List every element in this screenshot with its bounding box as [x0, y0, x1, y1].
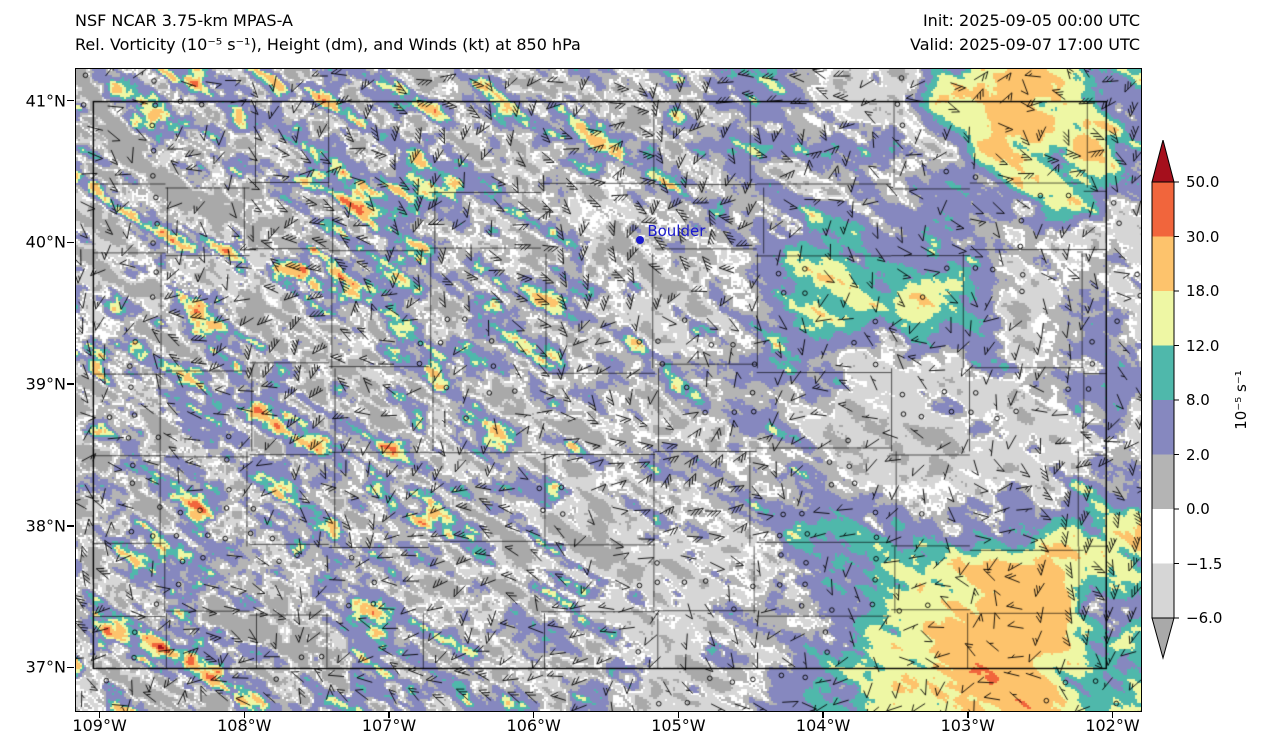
boulder-dot-icon	[636, 236, 645, 245]
x-tick-mark	[1111, 711, 1114, 718]
x-tick-mark	[388, 711, 390, 718]
vorticity-map-canvas	[76, 69, 1141, 711]
y-tick-label: 41°N	[25, 91, 66, 111]
y-tick-label: 37°N	[25, 657, 66, 677]
colorbar-tick-label: 12.0	[1186, 336, 1220, 355]
x-tick-label: 103°W	[940, 716, 995, 735]
valid-time: Valid: 2025-09-07 17:00 UTC	[909, 35, 1140, 54]
init-time: Init: 2025-09-05 00:00 UTC	[922, 11, 1140, 30]
colorbar-tick-label: 8.0	[1186, 391, 1210, 409]
boulder-city-label: Boulder	[647, 222, 706, 241]
x-tick-mark	[967, 711, 969, 718]
y-tick-mark	[67, 525, 74, 527]
colorbar-tick-label: −6.0	[1186, 609, 1223, 627]
colorbar-unit-label: 10⁻⁵ s⁻¹	[1232, 370, 1250, 430]
map-plot-area: Boulder	[75, 68, 1142, 712]
x-tick-label: 105°W	[651, 716, 706, 735]
colorbar-tick-label: −1.5	[1186, 554, 1223, 573]
x-tick-label: 106°W	[506, 716, 561, 735]
x-tick-label: 102°W	[1085, 716, 1140, 735]
y-tick-mark	[67, 99, 74, 102]
y-tick-label: 38°N	[25, 516, 66, 536]
x-tick-label: 108°W	[217, 716, 272, 735]
x-tick-mark	[677, 711, 680, 718]
y-tick-label: 40°N	[25, 232, 66, 252]
x-tick-label: 104°W	[795, 716, 851, 735]
x-tick-label: 107°W	[361, 716, 417, 735]
y-tick-mark	[67, 666, 74, 669]
y-tick-mark	[67, 383, 74, 385]
model-title: NSF NCAR 3.75-km MPAS-A	[75, 11, 293, 30]
y-tick-label: 39°N	[25, 374, 66, 394]
x-tick-mark	[243, 711, 246, 718]
colorbar	[1151, 138, 1181, 660]
x-tick-mark	[98, 711, 101, 718]
y-tick-mark	[67, 241, 74, 244]
field-title: Rel. Vorticity (10⁻⁵ s⁻¹), Height (dm), …	[75, 35, 581, 54]
colorbar-tick-label: 18.0	[1186, 282, 1220, 300]
x-tick-label: 109°W	[72, 716, 127, 735]
colorbar-tick-label: 0.0	[1186, 500, 1210, 518]
x-tick-mark	[822, 711, 824, 718]
colorbar-tick-label: 2.0	[1186, 445, 1210, 464]
x-tick-mark	[532, 711, 535, 718]
colorbar-tick-label: 30.0	[1186, 227, 1220, 246]
colorbar-tick-label: 50.0	[1186, 173, 1220, 191]
